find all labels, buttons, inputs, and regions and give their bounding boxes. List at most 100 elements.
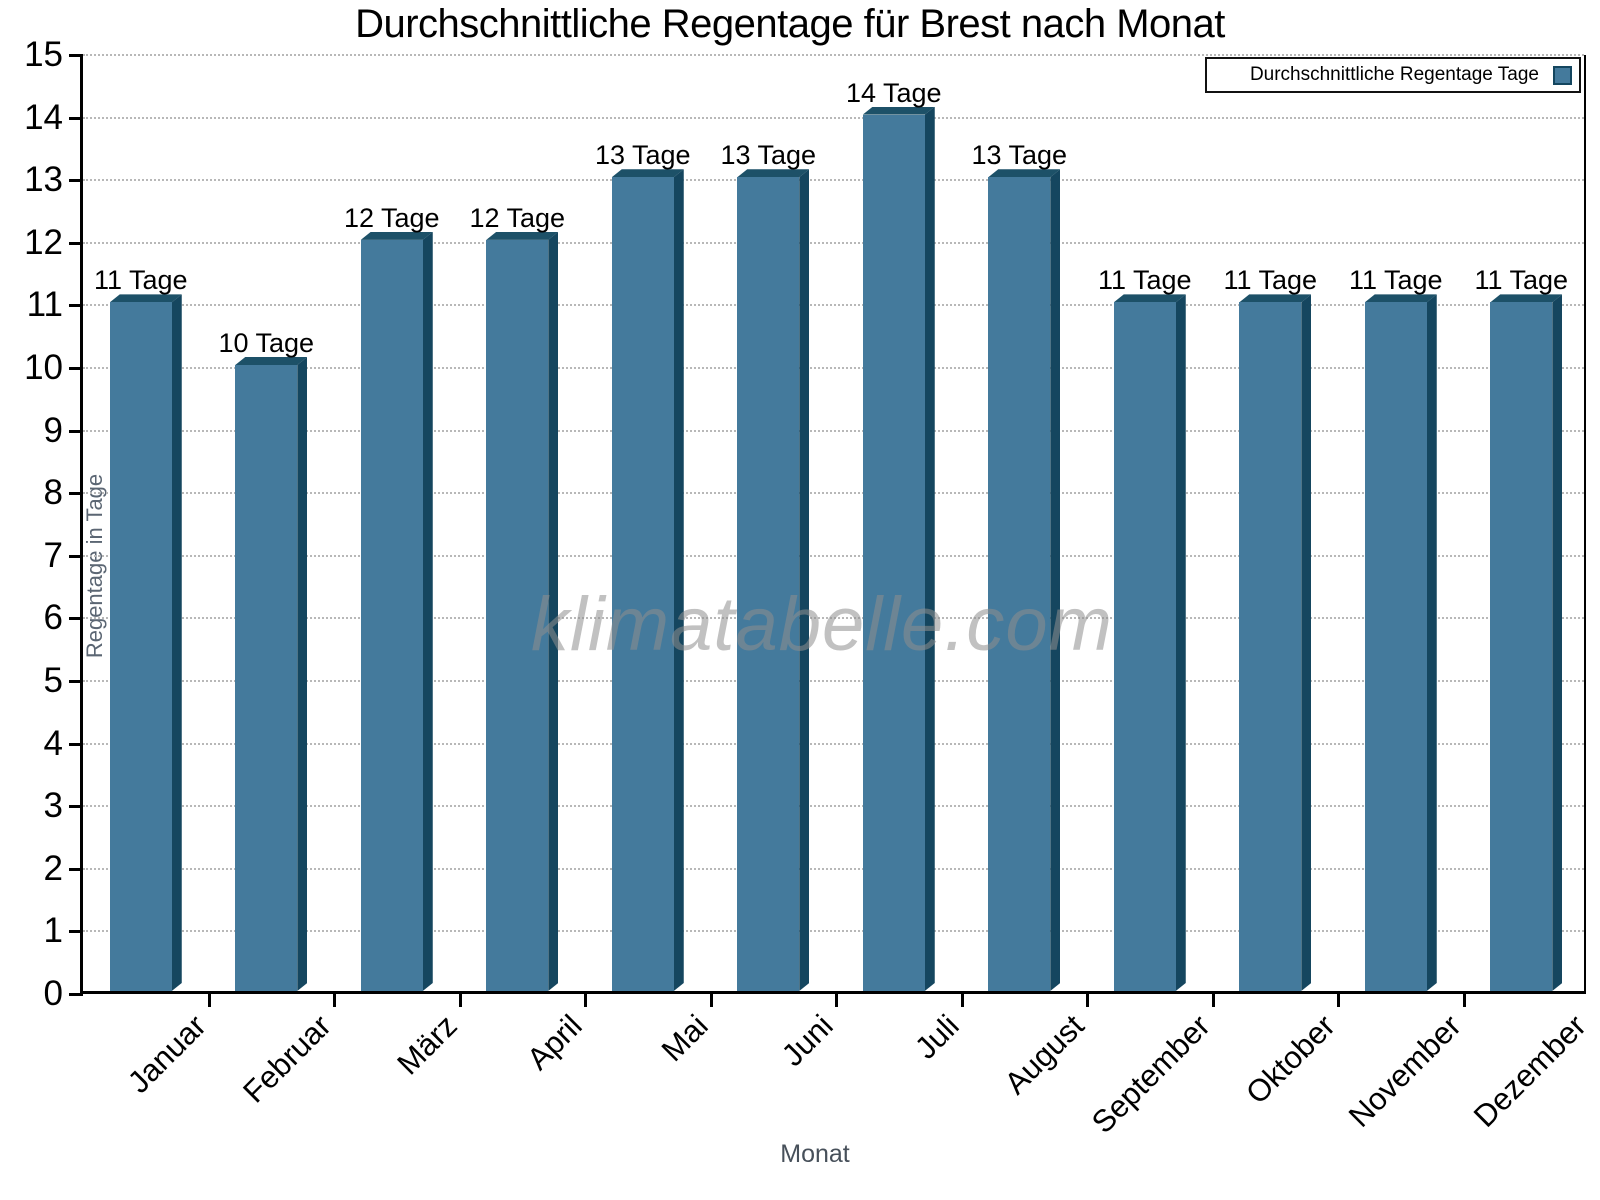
y-axis-title: Regentage in Tage <box>82 473 107 659</box>
y-tick-label: 14 <box>24 97 63 137</box>
y-tick-label: 11 <box>26 285 63 325</box>
gridline <box>83 429 1584 432</box>
gridline <box>83 54 1584 56</box>
bar <box>1490 294 1563 991</box>
x-tick <box>584 994 587 1007</box>
x-tick <box>1211 994 1215 1007</box>
bar <box>737 169 810 991</box>
bar-value-label: 14 Tage <box>845 77 942 108</box>
bar-face <box>611 177 674 991</box>
bar-face <box>1490 302 1553 991</box>
bar-top-edge <box>1113 294 1186 303</box>
y-tick <box>69 54 83 57</box>
bar-value-label: 11 Tage <box>1474 265 1569 296</box>
gridline <box>83 617 1584 620</box>
x-tick <box>207 994 211 1007</box>
y-tick <box>69 554 83 558</box>
gridline <box>83 179 1584 182</box>
bar-value-label: 11 Tage <box>1348 265 1443 296</box>
bar <box>235 357 308 991</box>
bar-side-edge <box>799 169 809 991</box>
bar-side-edge <box>674 169 684 991</box>
bar-side-edge <box>1050 169 1060 991</box>
y-tick <box>69 241 83 245</box>
gridline <box>83 554 1584 557</box>
y-tick-label: 1 <box>43 911 63 951</box>
bar-side-edge <box>1301 294 1311 991</box>
bar-side-edge <box>925 107 935 991</box>
gridline <box>83 241 1584 244</box>
y-tick <box>69 993 83 996</box>
gridline <box>83 367 1584 369</box>
y-tick-label: 9 <box>43 410 63 450</box>
bar-value-label: 13 Tage <box>720 140 817 171</box>
y-tick <box>69 617 83 621</box>
bar-side-edge <box>172 294 182 991</box>
y-tick <box>69 367 83 370</box>
gridline <box>83 492 1584 495</box>
y-tick <box>69 867 83 871</box>
bar-side-edge <box>548 232 558 991</box>
x-tick-label: Dezember <box>1467 1008 1593 1134</box>
gridline <box>83 304 1584 307</box>
y-tick-label: 10 <box>24 348 63 387</box>
bar-top-edge <box>486 231 559 240</box>
bar-top-edge <box>360 231 433 240</box>
bar-value-label: 11 Tage <box>93 265 188 296</box>
bar-top-edge <box>109 294 182 303</box>
gridline <box>83 116 1584 119</box>
y-tick <box>69 116 83 120</box>
watermark: klimatabelle.com <box>531 582 1113 667</box>
bar-value-label: 13 Tage <box>971 140 1068 171</box>
bar-face <box>1113 302 1176 991</box>
bar-face <box>486 239 549 991</box>
bar-value-label: 13 Tage <box>594 140 691 171</box>
y-tick <box>69 680 83 683</box>
x-tick <box>333 994 336 1007</box>
gridline <box>83 867 1584 870</box>
gridline <box>83 930 1584 933</box>
bar <box>862 106 935 991</box>
bar-value-label: 12 Tage <box>469 202 566 233</box>
bar-side-edge <box>1552 294 1562 991</box>
bar-value-label: 11 Tage <box>1097 265 1192 296</box>
bar-top-edge <box>1239 294 1312 303</box>
bar-top-edge <box>862 106 935 115</box>
bar-face <box>1239 302 1302 991</box>
y-tick-label: 0 <box>43 974 63 1013</box>
y-tick-label: 2 <box>43 848 63 888</box>
y-tick-label: 5 <box>43 661 63 700</box>
bar-top-edge <box>1490 294 1563 303</box>
plot-area: klimatabelle.com Regentage in Tage 0 1 2 3 4… <box>24 35 1593 1140</box>
y-tick-label: 3 <box>43 786 63 826</box>
x-tick <box>835 994 838 1007</box>
x-tick <box>960 994 964 1007</box>
gridline <box>83 805 1584 808</box>
bar-face <box>109 302 172 991</box>
y-tick-label: 7 <box>43 535 63 575</box>
bar-top-edge <box>611 169 684 178</box>
bar-top-edge <box>235 357 308 365</box>
bar-top-edge <box>1364 294 1437 303</box>
chart-title: Durchschnittliche Regentage für Brest na… <box>355 2 1225 46</box>
bar-value-label: 10 Tage <box>218 328 315 358</box>
y-tick <box>69 429 83 433</box>
bar-face <box>737 177 800 991</box>
bar <box>1113 294 1186 991</box>
bar-face <box>235 365 298 991</box>
y-tick <box>69 805 83 809</box>
bar <box>109 294 182 991</box>
y-tick-label: 8 <box>43 473 63 513</box>
bar-top-edge <box>737 169 810 178</box>
y-tick-label: 6 <box>43 598 63 638</box>
x-tick <box>1462 994 1466 1007</box>
bar <box>486 231 559 991</box>
y-tick-label: 4 <box>43 723 63 763</box>
bar-face <box>988 177 1051 991</box>
y-tick-label: 13 <box>24 160 63 200</box>
bar-side-edge <box>297 357 307 991</box>
bar-face <box>862 114 925 991</box>
y-tick <box>69 492 83 496</box>
bar <box>360 231 433 991</box>
bar-side-edge <box>1176 294 1186 991</box>
